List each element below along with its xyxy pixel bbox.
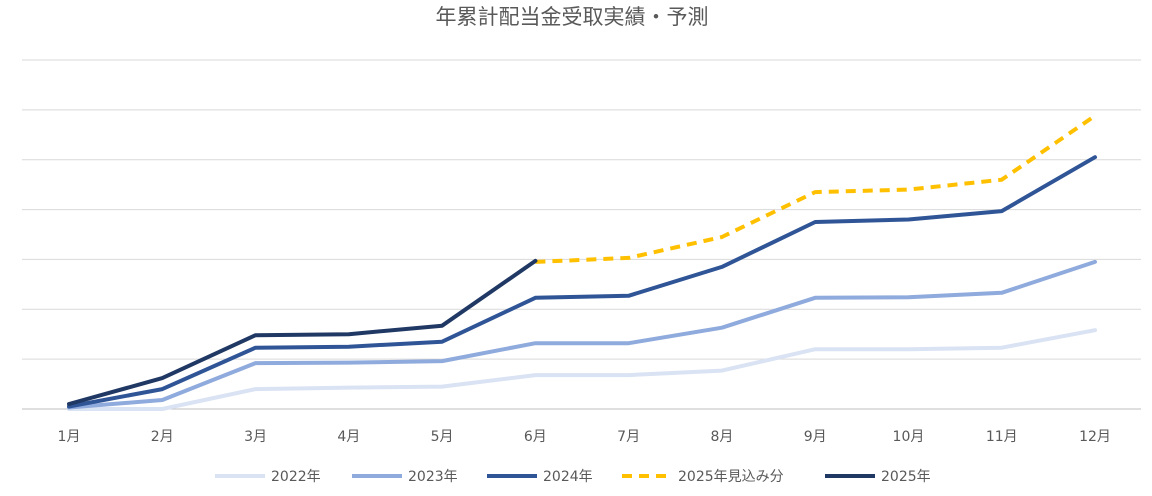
series-line bbox=[67, 259, 1097, 410]
x-tick-label: 7月 bbox=[617, 429, 640, 445]
legend-label: 2023年 bbox=[408, 469, 458, 485]
gridlines bbox=[22, 59, 1141, 410]
series-line bbox=[67, 155, 1097, 409]
x-tick-label: 4月 bbox=[337, 429, 360, 445]
x-axis: 1月 2月 3月 4月 5月 6月 7月 8月 9月 10月 11月 12月 bbox=[58, 429, 1111, 445]
x-tick-label: 5月 bbox=[431, 429, 454, 445]
x-tick-label: 11月 bbox=[986, 429, 1018, 445]
legend-label: 2022年 bbox=[271, 469, 321, 485]
x-tick-label: 9月 bbox=[804, 429, 827, 445]
series-line bbox=[67, 258, 538, 406]
legend-label: 2025年 bbox=[881, 469, 931, 485]
x-tick-label: 2月 bbox=[151, 429, 174, 445]
chart-title: 年累計配当金受取実績・予測 bbox=[436, 5, 709, 29]
x-tick-label: 10月 bbox=[893, 429, 925, 445]
x-tick-label: 12月 bbox=[1079, 429, 1111, 445]
series-line bbox=[67, 328, 1097, 411]
x-tick-label: 8月 bbox=[710, 429, 733, 445]
series-line bbox=[535, 114, 1097, 264]
legend-label: 2025年見込み分 bbox=[678, 469, 784, 485]
series-lines bbox=[67, 114, 1097, 411]
x-tick-label: 6月 bbox=[524, 429, 547, 445]
x-tick-label: 3月 bbox=[244, 429, 267, 445]
x-tick-label: 1月 bbox=[58, 429, 81, 445]
legend: 2022年 2023年 2024年 2025年見込み分 2025年 bbox=[215, 469, 931, 485]
legend-label: 2024年 bbox=[543, 469, 593, 485]
